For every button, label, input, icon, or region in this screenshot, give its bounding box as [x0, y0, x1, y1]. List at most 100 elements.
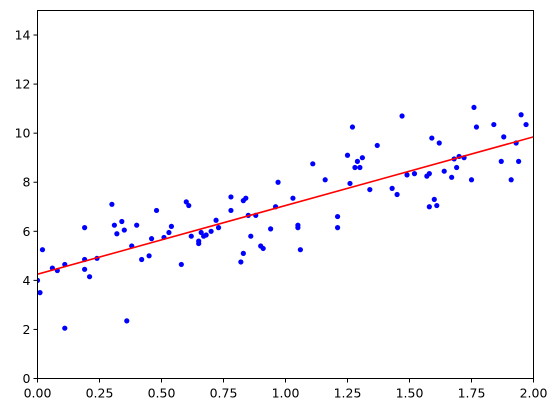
scatter-point: [508, 177, 514, 183]
scatter-point: [290, 195, 296, 201]
scatter-point: [153, 207, 160, 214]
scatter-point: [411, 171, 418, 177]
scatter-point: [434, 202, 440, 209]
scatter-point: [62, 325, 68, 331]
scatter-point: [449, 174, 455, 180]
y-tick-label: 10: [15, 126, 31, 141]
scatter-point: [208, 228, 214, 234]
scatter-point: [39, 247, 46, 253]
scatter-point: [310, 161, 316, 167]
scatter-point: [37, 277, 41, 283]
x-tick-label: 0.25: [86, 386, 114, 401]
x-tick-label: 1.75: [458, 386, 486, 401]
scatter-point: [429, 135, 435, 141]
x-axis: 0.00 0.25 0.50 0.75 1.00 1.25 1.50 1.75 2.00: [24, 378, 548, 401]
scatter-point: [114, 231, 120, 237]
scatter-point: [352, 164, 358, 171]
scatter-point: [186, 202, 192, 209]
y-tick-label: 14: [15, 28, 31, 43]
x-tick-label: 0.00: [24, 386, 52, 401]
scatter-point: [198, 229, 204, 236]
scatter-point: [228, 194, 234, 200]
scatter-point: [215, 225, 222, 231]
scatter-point: [268, 226, 274, 232]
scatter-point: [394, 191, 400, 198]
scatter-point: [349, 124, 356, 130]
x-tick-label: 0.75: [210, 386, 238, 401]
scatter-point: [37, 290, 43, 296]
scatter-point: [404, 172, 410, 178]
scatter-point: [322, 177, 328, 183]
scatter-point: [491, 121, 497, 128]
y-tick-label: 2: [23, 322, 31, 337]
x-tick-label: 1.25: [334, 386, 362, 401]
y-tick-label: 8: [23, 175, 31, 190]
regression-line: [37, 136, 534, 276]
scatter-point: [196, 240, 202, 247]
scatter-point: [454, 164, 460, 171]
scatter-point: [498, 158, 504, 164]
scatter-point: [243, 195, 249, 201]
y-tick-label: 4: [23, 273, 31, 288]
y-tick-label: 6: [23, 224, 31, 239]
scatter-point: [468, 177, 475, 183]
scatter-point: [124, 318, 130, 324]
scatter-point: [228, 207, 234, 214]
scatter-point: [146, 253, 152, 259]
scatter-point: [367, 186, 373, 193]
scatter-point: [344, 152, 351, 158]
scatter-point: [148, 236, 155, 242]
scatter-point: [166, 229, 172, 236]
scatter-point: [240, 250, 246, 256]
scatter-point: [516, 158, 522, 164]
scatter-point: [374, 142, 380, 149]
scatter-point: [248, 233, 254, 239]
scatter-point: [347, 180, 353, 187]
scatter-point: [501, 134, 507, 140]
scatter-point: [426, 204, 432, 210]
scatter-point: [134, 222, 140, 228]
scatter-point: [111, 222, 117, 228]
scatter-point: [334, 225, 341, 231]
scatter-point: [109, 201, 115, 207]
y-tick-label: 12: [15, 77, 31, 92]
scatter-point: [295, 225, 301, 231]
scatter-point: [359, 155, 365, 161]
scatter-point: [260, 245, 266, 252]
scatter-point: [431, 196, 437, 203]
scatter-point: [121, 227, 127, 233]
scatter-point: [436, 140, 442, 146]
x-tick-label: 1.50: [396, 386, 424, 401]
scatter-point: [82, 266, 88, 272]
scatter-point: [518, 112, 524, 118]
scatter-point: [188, 233, 194, 239]
scatter-point: [82, 225, 88, 231]
scatter-point: [441, 168, 447, 174]
x-tick-label: 0.50: [148, 386, 176, 401]
scatter-point: [139, 256, 145, 263]
scatter-point: [203, 232, 209, 238]
scatter-point: [168, 223, 175, 229]
scatter-point: [354, 158, 361, 164]
scatter-point: [183, 199, 189, 205]
scatter-point: [473, 124, 480, 130]
scatter-point: [523, 121, 529, 128]
scatter-point: [334, 213, 341, 220]
scatter-point: [357, 164, 363, 171]
scatter-point: [297, 247, 303, 253]
scatter-point: [86, 274, 93, 280]
x-tick-label: 2.00: [520, 386, 548, 401]
scatter-point: [119, 218, 125, 225]
scatter-point: [399, 113, 405, 119]
scatter-point: [275, 179, 281, 185]
y-axis: 0 2 4 6 8 10 12 14: [15, 28, 38, 386]
scatter-point: [471, 104, 477, 111]
scatter-point: [389, 185, 395, 191]
plot-area: [37, 104, 534, 331]
x-tick-label: 1.00: [272, 386, 300, 401]
y-tick-label: 0: [23, 371, 31, 386]
scatter-point: [213, 217, 219, 223]
scatter-point: [238, 259, 244, 265]
